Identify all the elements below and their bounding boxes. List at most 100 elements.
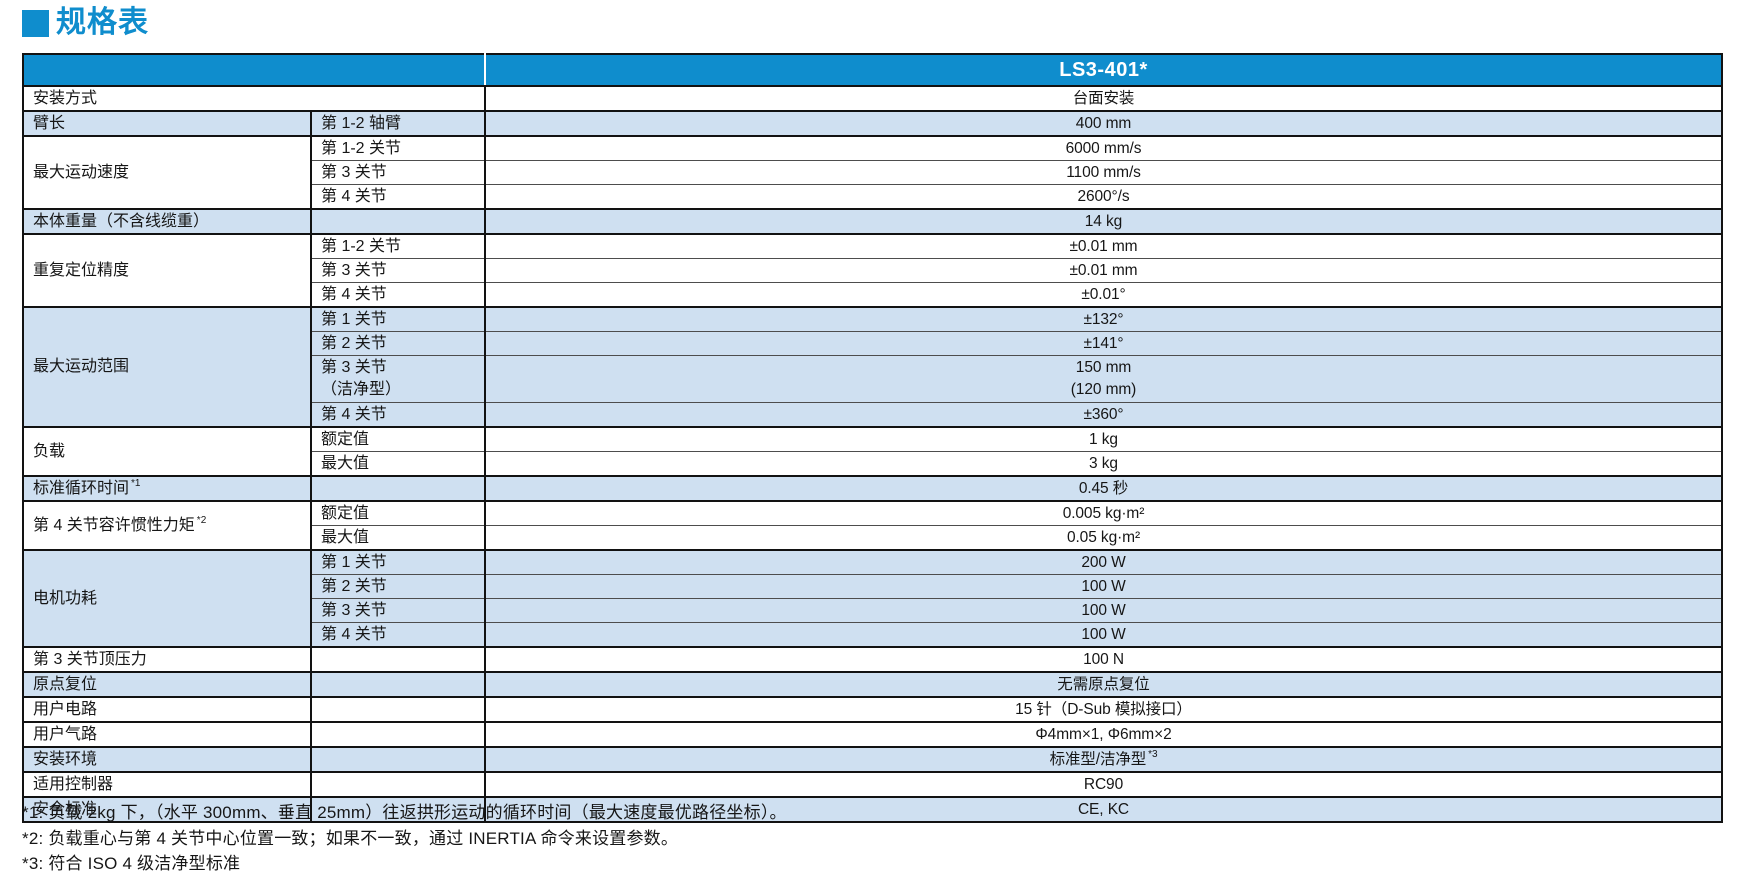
category-cell: 电机功耗 <box>23 549 312 647</box>
footnote-line: *2: 负载重心与第 4 关节中心位置一致；如果不一致，通过 INERTIA 命… <box>22 828 679 848</box>
subcategory-cell: 第 4 关节 <box>311 402 486 427</box>
category-cell: 臂长 <box>23 110 312 136</box>
category-cell: 第 4 关节容许惯性力矩 *2 <box>23 500 312 550</box>
spec-row: 本体重量（不含线缆重） 14 kg <box>23 208 1722 234</box>
subcategory-cell <box>311 646 486 672</box>
subcategory-cell: 最大值 <box>311 525 486 550</box>
table-header-row: LS3-401* <box>23 54 1722 87</box>
spec-row: 第 3 关节 100 W <box>23 598 1722 623</box>
category-cell: 安装方式 <box>23 85 486 111</box>
spec-row: 第 4 关节 ±360° <box>23 402 1722 427</box>
spec-row: 标准循环时间 *1 0.45 秒 <box>23 475 1722 501</box>
spec-row: 第 4 关节 ±0.01° <box>23 282 1722 307</box>
subcategory-cell: 额定值 <box>311 500 486 526</box>
value-cell: 200 W <box>485 549 1722 575</box>
subcategory-cell <box>311 475 486 501</box>
spec-row: 用户电路 15 针（D-Sub 模拟接口） <box>23 696 1722 722</box>
category-cell: 安装环境 <box>23 746 312 772</box>
spec-row: 最大运动范围第 1 关节 ±132° <box>23 306 1722 427</box>
value-cell: 台面安装 <box>485 85 1722 111</box>
spec-row: 第 2 关节 100 W <box>23 574 1722 599</box>
spec-row: 安全标准 CE, KC <box>23 796 1722 822</box>
table-header-model-cell: LS3-401* <box>484 54 1722 87</box>
subcategory-cell: 第 4 关节 <box>311 622 486 647</box>
category-cell: 安全标准 <box>23 796 312 822</box>
value-cell: 3 kg <box>485 451 1722 476</box>
subcategory-cell: 第 2 关节 <box>311 331 486 356</box>
value-cell: 1100 mm/s <box>485 160 1722 185</box>
value-cell: 100 W <box>485 574 1722 599</box>
value-cell: 100 N <box>485 646 1722 672</box>
value-cell: 100 W <box>485 598 1722 623</box>
category-cell: 标准循环时间 *1 <box>23 475 312 501</box>
subcategory-cell: 第 4 关节 <box>311 282 486 307</box>
subcategory-cell: 第 1-2 关节 <box>311 233 486 259</box>
subcategory-cell: 第 1 关节 <box>311 306 486 332</box>
category-cell: 最大运动速度 <box>23 135 312 209</box>
subcategory-cell: 第 3 关节 <box>311 160 486 185</box>
value-cell: 15 针（D-Sub 模拟接口） <box>485 696 1722 722</box>
spec-row: 第 3 关节 1100 mm/s <box>23 160 1722 185</box>
spec-row: 最大值 3 kg <box>23 451 1722 476</box>
spec-row: 原点复位 无需原点复位 <box>23 671 1722 697</box>
subcategory-cell: 第 1-2 轴臂 <box>311 110 486 136</box>
subcategory-cell <box>311 796 486 822</box>
value-cell: ±360° <box>485 402 1722 427</box>
spec-row: 第 2 关节 ±141° <box>23 331 1722 356</box>
category-cell: 本体重量（不含线缆重） <box>23 208 312 234</box>
spec-row: 重复定位精度第 1-2 关节 ±0.01 mm <box>23 233 1722 307</box>
footnote-line: *1: 负载 2kg 下，（水平 300mm、垂直 25mm）往返拱形运动的循环… <box>22 803 787 822</box>
spec-row: 第 3 关节顶压力 100 N <box>23 646 1722 672</box>
spec-row: 负载 额定值 1 kg <box>23 426 1722 476</box>
spec-table: LS3-401* 安装方式 台面安装 臂长第 1-2 轴臂 400 mm 最大运动速度第… <box>22 53 1723 823</box>
value-cell: Φ4mm×1, Φ6mm×2 <box>485 721 1722 747</box>
spec-row: 第 4 关节容许惯性力矩 *2 额定值 0.005 kg·m² <box>23 500 1722 550</box>
value-cell: 2600°/s <box>485 184 1722 209</box>
spec-row: 第 4 关节 100 W <box>23 622 1722 647</box>
subcategory-cell: 第 2 关节 <box>311 574 486 599</box>
category-cell: 最大运动范围 <box>23 306 312 427</box>
table-header-blank-cell <box>23 54 485 87</box>
value-cell: 标准型/洁净型 *3 <box>485 746 1722 772</box>
subcategory-cell <box>311 746 486 772</box>
spec-row: 用户气路 Φ4mm×1, Φ6mm×2 <box>23 721 1722 747</box>
subcategory-cell: 第 1-2 关节 <box>311 135 486 161</box>
value-cell: 0.05 kg·m² <box>485 525 1722 550</box>
value-cell: CE, KC <box>485 796 1722 822</box>
value-cell: 无需原点复位 <box>485 671 1722 697</box>
subcategory-cell <box>311 208 486 234</box>
spec-row: 最大值 0.05 kg·m² <box>23 525 1722 550</box>
spec-row: 第 3 关节 ±0.01 mm <box>23 258 1722 283</box>
category-cell: 适用控制器 <box>23 771 312 797</box>
footnote-line: *3: 符合 ISO 4 级洁净型标准 <box>22 854 241 873</box>
spec-row: 第 3 关节 （洁净型） 150 mm (120 mm) <box>23 355 1722 403</box>
spec-row: 第 4 关节 2600°/s <box>23 184 1722 209</box>
page-title-text: 规格表 <box>56 6 149 39</box>
subcategory-cell: 最大值 <box>311 451 486 476</box>
subcategory-cell: 第 3 关节 （洁净型） <box>311 355 486 403</box>
spec-row: 适用控制器 RC90 <box>23 771 1722 797</box>
value-cell: ±0.01 mm <box>485 258 1722 283</box>
subcategory-cell <box>311 721 486 747</box>
spec-row: 电机功耗第 1 关节 200 W <box>23 549 1722 647</box>
subcategory-cell: 第 4 关节 <box>311 184 486 209</box>
subcategory-cell: 第 3 关节 <box>311 258 486 283</box>
value-cell: 1 kg <box>485 426 1722 452</box>
value-cell: ±132° <box>485 306 1722 332</box>
value-cell: 400 mm <box>485 110 1722 136</box>
spec-row: 安装方式 台面安装 <box>23 85 1722 111</box>
category-cell: 原点复位 <box>23 671 312 697</box>
subcategory-cell <box>311 671 486 697</box>
spec-row: 安装环境 标准型/洁净型 *3 <box>23 746 1722 772</box>
category-cell: 用户电路 <box>23 696 312 722</box>
value-cell: 14 kg <box>485 208 1722 234</box>
spec-row: 臂长第 1-2 轴臂 400 mm <box>23 110 1722 136</box>
footnotes: *1: 负载 2kg 下，（水平 300mm、垂直 25mm）往返拱形运动的循环… <box>22 800 787 877</box>
value-cell: 0.005 kg·m² <box>485 500 1722 526</box>
value-cell: ±0.01° <box>485 282 1722 307</box>
subcategory-cell: 第 3 关节 <box>311 598 486 623</box>
value-cell: ±141° <box>485 331 1722 356</box>
subcategory-cell: 额定值 <box>311 426 486 452</box>
value-cell: 150 mm (120 mm) <box>485 355 1722 403</box>
